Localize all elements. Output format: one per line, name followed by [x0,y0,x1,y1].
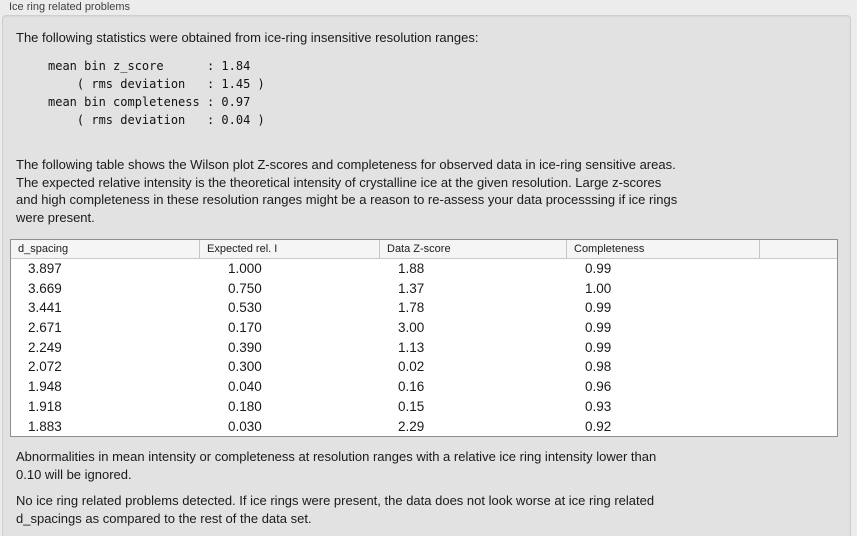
cell-expected-rel-i: 0.170 [228,320,262,336]
table-row[interactable]: 3.669 0.750 1.37 1.00 [11,279,837,299]
cell-empty [759,417,837,437]
intro-text: The following statistics were obtained f… [16,30,479,45]
cell-d-spacing: 3.669 [28,280,62,296]
cell-completeness: 0.99 [585,300,612,316]
column-header-d-spacing[interactable]: d_spacing [18,243,69,255]
cell-d-spacing: 3.897 [28,261,62,276]
conclusion-line: d_spacings as compared to the rest of th… [16,510,312,526]
cell-d-spacing: 1.883 [28,418,62,434]
note-line: Abnormalities in mean intensity or compl… [16,449,657,465]
description-line: and high completeness in these resolutio… [16,192,678,207]
cell-empty [759,357,837,377]
column-header-completeness[interactable]: Completeness [566,240,759,258]
cell-empty [759,318,837,338]
cell-expected-rel-i: 0.750 [228,280,262,296]
stat-line-mean-completeness: mean bin completeness : 0.97 [48,95,251,109]
cell-completeness: 0.96 [585,379,612,395]
conclusion-text: No ice ring related problems detected. I… [16,492,850,527]
panel-title: Ice ring related problems [9,1,131,13]
cell-data-z-score: 0.15 [398,398,425,414]
cell-completeness: 0.93 [585,398,612,414]
cell-expected-rel-i: 1.000 [228,261,262,276]
cell-empty [759,259,837,279]
cell-d-spacing: 2.249 [28,339,62,355]
cell-d-spacing: 2.671 [28,320,62,336]
cell-data-z-score: 2.29 [398,418,425,434]
cell-d-spacing: 1.918 [28,398,62,414]
ice-ring-panel: The following statistics were obtained f… [2,15,851,536]
cell-data-z-score: 1.37 [398,280,425,296]
cell-data-z-score: 3.00 [398,320,425,336]
column-header-data-z-score[interactable]: Data Z-score [379,240,566,258]
cell-completeness: 0.99 [585,339,612,355]
column-header-expected-rel-i[interactable]: Expected rel. I [199,240,379,258]
cell-data-z-score: 1.88 [398,261,425,276]
cell-data-z-score: 0.16 [398,379,425,395]
cell-d-spacing: 3.441 [28,300,62,316]
stat-line-mean-z-score: mean bin z_score : 1.84 [48,59,251,73]
table-row[interactable]: 1.918 0.180 0.15 0.93 [11,397,837,417]
table-body: 3.897 1.000 1.88 0.99 3.669 0.750 1.37 1… [11,259,837,436]
cell-expected-rel-i: 0.300 [228,359,262,375]
table-row[interactable]: 1.948 0.040 0.16 0.96 [11,377,837,397]
cell-empty [759,377,837,397]
table-row[interactable]: 2.072 0.300 0.02 0.98 [11,357,837,377]
table-row[interactable]: 2.249 0.390 1.13 0.99 [11,338,837,358]
cell-completeness: 0.99 [585,261,612,276]
description-line: The following table shows the Wilson plo… [16,157,676,172]
cell-expected-rel-i: 0.040 [228,379,262,395]
stat-line-completeness-rms: ( rms deviation : 0.04 ) [48,113,265,127]
cell-d-spacing: 1.948 [28,379,62,395]
cell-empty [759,338,837,358]
cell-data-z-score: 0.02 [398,359,425,375]
cell-data-z-score: 1.78 [398,300,425,316]
cell-expected-rel-i: 0.390 [228,339,262,355]
cell-empty [759,298,837,318]
ignore-threshold-note: Abnormalities in mean intensity or compl… [16,448,850,483]
description-line: The expected relative intensity is the t… [16,174,662,190]
table-row[interactable]: 1.883 0.030 2.29 0.92 [11,417,837,437]
stat-line-z-score-rms: ( rms deviation : 1.45 ) [48,77,265,91]
cell-completeness: 0.98 [585,359,612,375]
table-header-row: d_spacing Expected rel. I Data Z-score C… [11,240,837,259]
cell-expected-rel-i: 0.180 [228,398,262,414]
cell-expected-rel-i: 0.530 [228,300,262,316]
table-row[interactable]: 3.897 1.000 1.88 0.99 [11,259,837,279]
table-description: The following table shows the Wilson plo… [16,156,850,226]
cell-completeness: 1.00 [585,280,612,296]
cell-completeness: 0.99 [585,320,612,336]
cell-expected-rel-i: 0.030 [228,418,262,434]
column-header-empty[interactable] [759,240,837,258]
ice-ring-table: d_spacing Expected rel. I Data Z-score C… [10,239,838,438]
cell-empty [759,397,837,417]
cell-empty [759,279,837,299]
description-line: were present. [16,209,95,225]
table-row[interactable]: 2.671 0.170 3.00 0.99 [11,318,837,338]
conclusion-line: No ice ring related problems detected. I… [16,493,655,509]
stats-block: mean bin z_score : 1.84 ( rms deviation … [48,57,850,129]
table-row[interactable]: 3.441 0.530 1.78 0.99 [11,298,837,318]
cell-data-z-score: 1.13 [398,339,425,355]
cell-completeness: 0.92 [585,418,612,434]
note-line: 0.10 will be ignored. [16,466,132,482]
cell-d-spacing: 2.072 [28,359,62,375]
